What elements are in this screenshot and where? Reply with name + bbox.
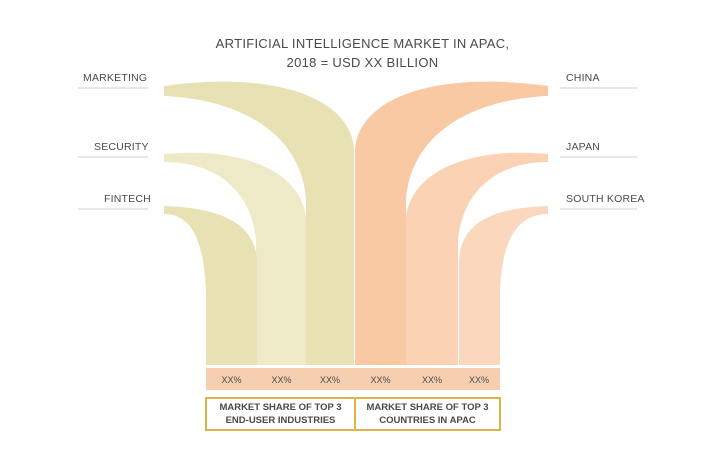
- pct-fintech: XX%: [221, 375, 242, 385]
- ribbon-japan: [406, 152, 548, 365]
- caption-industries: MARKET SHARE OF TOP 3 END-USER INDUSTRIE…: [205, 401, 356, 431]
- ribbon-china: [355, 81, 548, 366]
- ribbon-marketing: [164, 81, 354, 366]
- ribbon-south-korea: [459, 206, 548, 365]
- label-fintech: FINTECH: [104, 193, 151, 205]
- caption-countries: MARKET SHARE OF TOP 3 COUNTRIES IN APAC: [354, 401, 501, 431]
- label-marketing: MARKETING: [83, 72, 148, 84]
- ribbon-security: [164, 152, 306, 365]
- title-line-2: 2018 = USD XX BILLION: [286, 55, 439, 70]
- pct-security: XX%: [271, 375, 292, 385]
- title-line-1: ARTIFICIAL INTELLIGENCE MARKET IN APAC,: [215, 36, 510, 51]
- percentage-row-background: [206, 368, 500, 390]
- pct-china: XX%: [370, 375, 391, 385]
- caption-countries-line-1: MARKET SHARE OF TOP 3: [366, 402, 489, 413]
- caption-countries-line-2: COUNTRIES IN APAC: [379, 415, 476, 426]
- pct-marketing: XX%: [319, 375, 340, 385]
- caption-box-countries: [354, 397, 501, 431]
- label-south-korea: SOUTH KOREA: [566, 193, 645, 205]
- pct-japan: XX%: [421, 375, 442, 385]
- label-japan: JAPAN: [566, 141, 601, 153]
- ribbon-fintech: [164, 206, 257, 365]
- chart-title: ARTIFICIAL INTELLIGENCE MARKET IN APAC, …: [0, 34, 725, 72]
- label-security: SECURITY: [94, 141, 149, 153]
- caption-industries-line-1: MARKET SHARE OF TOP 3: [219, 402, 342, 413]
- caption-industries-line-2: END-USER INDUSTRIES: [225, 415, 336, 426]
- pct-south-korea: XX%: [468, 375, 489, 385]
- label-china: CHINA: [566, 72, 600, 84]
